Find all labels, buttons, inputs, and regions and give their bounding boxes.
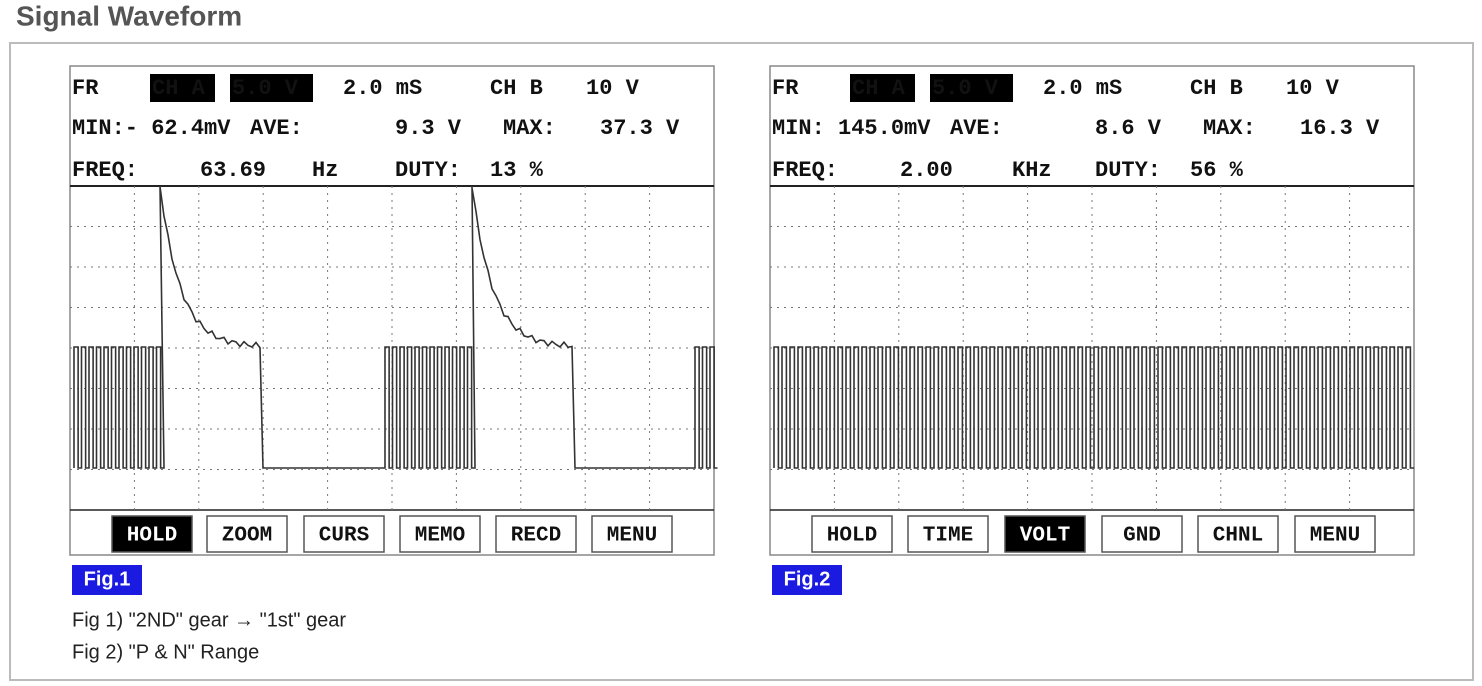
- status-text: MIN: 145.0mV: [772, 116, 931, 141]
- highlight: [850, 74, 915, 102]
- softkey: [206, 515, 288, 553]
- softkey-label: VOLT: [1020, 525, 1070, 548]
- softkey-label: CHNL: [1213, 525, 1263, 548]
- status-text: 56 %: [1190, 158, 1244, 183]
- softkey-label: GND: [1123, 525, 1161, 548]
- softkey: [1004, 515, 1086, 553]
- status-text: 2.0 mS: [1043, 76, 1122, 101]
- status-text: AVE:: [950, 116, 1003, 141]
- highlight: [930, 74, 1013, 102]
- status-text: 8.6 V: [1095, 116, 1162, 141]
- softkey: [399, 515, 481, 553]
- highlight: [150, 74, 215, 102]
- softkey-label: TIME: [923, 525, 973, 548]
- softkey: [907, 515, 989, 553]
- status-text: CH B: [1190, 76, 1243, 101]
- softkey: [111, 515, 193, 553]
- softkey: [1101, 515, 1183, 553]
- status-text: 16.3 V: [1300, 116, 1380, 141]
- softkey-label: MEMO: [415, 525, 465, 548]
- status-text: CH B: [490, 76, 543, 101]
- status-text: 2.00: [900, 158, 953, 183]
- softkey: [591, 515, 673, 553]
- status-text: 10 V: [586, 76, 640, 101]
- status-text: 9.3 V: [395, 116, 462, 141]
- softkey: [495, 515, 577, 553]
- softkey-label: CURS: [319, 525, 369, 548]
- status-text: AVE:: [250, 116, 303, 141]
- softkey-label: HOLD: [127, 525, 177, 548]
- status-text: MAX:: [1203, 116, 1256, 141]
- status-text: 2.0 mS: [343, 76, 422, 101]
- status-text: KHz: [1012, 158, 1052, 183]
- status-text: FR: [72, 76, 99, 101]
- softkey: [303, 515, 385, 553]
- caption: Fig 1) "2ND" gear → "1st" gear: [72, 609, 346, 631]
- fig-badge: [72, 565, 142, 595]
- status-text: 5.0 V: [232, 76, 299, 101]
- status-text: MAX:: [503, 116, 556, 141]
- status-text: 37.3 V: [600, 116, 680, 141]
- status-text: DUTY:: [1095, 158, 1161, 183]
- status-text: 63.69: [200, 158, 266, 183]
- softkey-label: MENU: [607, 525, 657, 548]
- softkey-label: MENU: [1310, 525, 1360, 548]
- frame: [9, 42, 1474, 681]
- status-text: 5.0 V: [932, 76, 999, 101]
- page-title: Signal Waveform: [16, 0, 242, 31]
- softkey-label: HOLD: [827, 525, 877, 548]
- softkey: [1294, 515, 1376, 553]
- status-text: MIN:- 62.4mV: [72, 116, 231, 141]
- status-text: Hz: [312, 158, 338, 183]
- caption: Fig 2) "P & N" Range: [72, 641, 259, 663]
- status-text: CH A: [852, 76, 906, 101]
- fig-label: Fig.1: [84, 568, 131, 590]
- status-text: FR: [772, 76, 799, 101]
- softkey: [811, 515, 893, 553]
- waveform: [73, 185, 718, 469]
- waveform: [773, 346, 1414, 469]
- fig-badge: [772, 565, 842, 595]
- status-text: 10 V: [1286, 76, 1340, 101]
- status-text: FREQ:: [72, 158, 138, 183]
- status-text: DUTY:: [395, 158, 461, 183]
- status-text: 13 %: [490, 158, 544, 183]
- fig-label: Fig.2: [784, 568, 831, 590]
- softkey-label: RECD: [511, 525, 561, 548]
- softkey-label: ZOOM: [222, 525, 272, 548]
- highlight: [230, 74, 313, 102]
- status-text: FREQ:: [772, 158, 838, 183]
- status-text: CH A: [152, 76, 206, 101]
- softkey: [1197, 515, 1279, 553]
